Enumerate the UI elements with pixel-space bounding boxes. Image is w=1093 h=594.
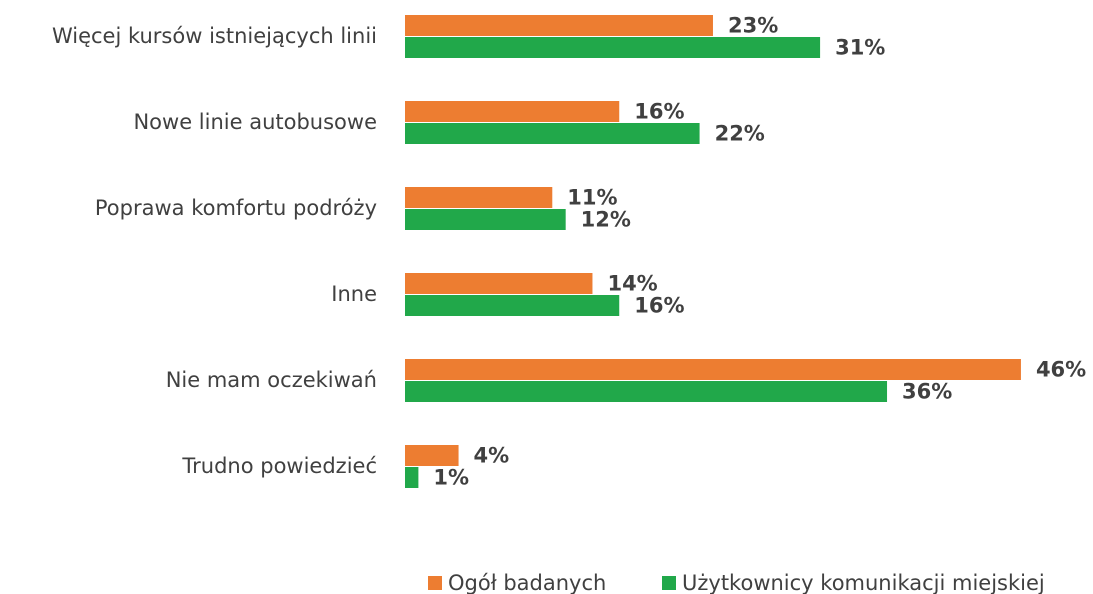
- value-label: 4%: [474, 444, 510, 468]
- bar: [405, 101, 620, 122]
- legend-label: Ogół badanych: [448, 571, 606, 594]
- value-label: 31%: [835, 36, 885, 60]
- legend-swatch: [662, 576, 676, 590]
- value-label: 16%: [634, 294, 684, 318]
- category-label: Więcej kursów istniejących linii: [52, 24, 377, 48]
- category-label: Trudno powiedzieć: [181, 454, 377, 478]
- bar: [405, 273, 593, 294]
- bar: [405, 209, 566, 230]
- bar: [405, 359, 1021, 380]
- legend-label: Użytkownicy komunikacji miejskiej: [682, 571, 1045, 594]
- value-label: 11%: [567, 186, 617, 210]
- category-label: Inne: [331, 282, 377, 306]
- value-label: 12%: [581, 208, 631, 232]
- legend-swatch: [428, 576, 442, 590]
- bar: [405, 15, 713, 36]
- value-label: 46%: [1036, 358, 1086, 382]
- bar: [405, 467, 419, 488]
- category-label: Nie mam oczekiwań: [166, 368, 377, 392]
- value-label: 16%: [634, 100, 684, 124]
- value-label: 14%: [607, 272, 657, 296]
- bar: [405, 123, 700, 144]
- value-label: 36%: [902, 380, 952, 404]
- bar: [405, 37, 821, 58]
- value-label: 22%: [715, 122, 765, 146]
- category-label: Nowe linie autobusowe: [133, 110, 377, 134]
- bar: [405, 187, 553, 208]
- bar: [405, 295, 620, 316]
- bar: [405, 445, 459, 466]
- value-label: 23%: [728, 14, 778, 38]
- category-label: Poprawa komfortu podróży: [95, 196, 377, 220]
- bar: [405, 381, 888, 402]
- value-label: 1%: [433, 466, 469, 490]
